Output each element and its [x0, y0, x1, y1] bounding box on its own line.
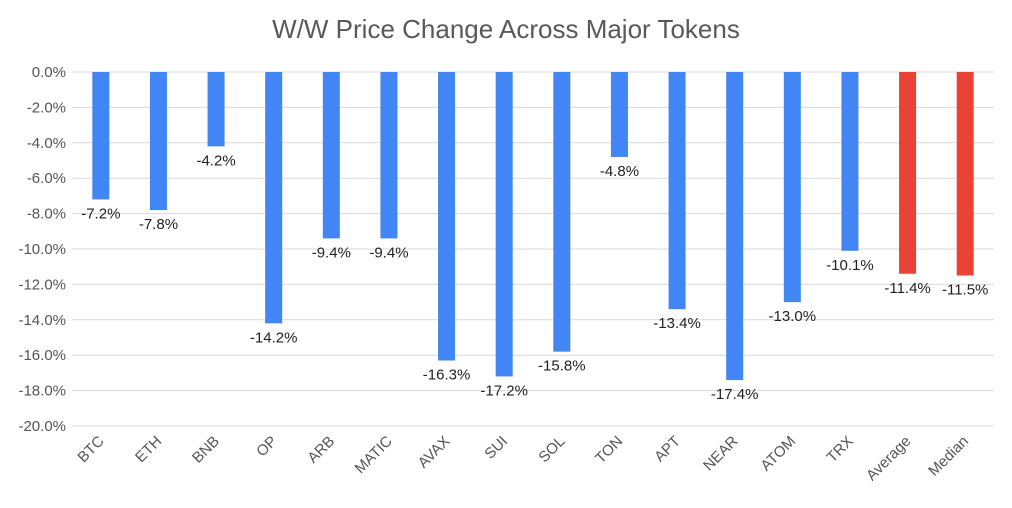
data-label: -13.4% [653, 315, 701, 332]
bar-sui [495, 72, 513, 377]
bar-average [899, 72, 917, 274]
y-tick-label: -2.0% [27, 99, 66, 116]
data-label: -16.3% [423, 367, 471, 384]
bar-atom [783, 72, 801, 303]
bar-eth [149, 72, 167, 211]
bar-near [726, 72, 744, 380]
x-tick-label: NEAR [700, 433, 742, 475]
data-label: -10.1% [826, 257, 874, 274]
data-label: -7.2% [81, 205, 120, 222]
y-tick-label: -10.0% [18, 241, 66, 258]
data-label: -17.2% [480, 382, 528, 399]
bar-op [265, 72, 283, 324]
data-label: -17.4% [711, 386, 759, 403]
x-tick-label: TRX [824, 433, 857, 466]
y-tick-label: 0.0% [32, 64, 66, 81]
x-tick-label: ATOM [757, 433, 799, 475]
bar-matic [380, 72, 398, 239]
x-tick-label: Average [863, 433, 914, 484]
data-label: -13.0% [769, 308, 817, 325]
data-label: -9.4% [369, 244, 408, 261]
x-tick-label: APT [651, 433, 684, 466]
x-axis-ticks: BTC ETH BNB OP ARB MATIC AVAX SUI SOL TON APT NEAR A… [74, 433, 972, 484]
bar-bnb [207, 72, 225, 147]
bar-median [956, 72, 974, 276]
data-label: -14.2% [250, 329, 298, 346]
bars [92, 72, 974, 380]
y-axis-ticks: 0.0% -2.0% -4.0% -6.0% -8.0% -10.0% -12.0% -14.… [18, 64, 66, 435]
data-label: -9.4% [312, 244, 351, 261]
data-label: -11.4% [884, 280, 930, 297]
data-label: -7.8% [139, 216, 178, 233]
x-tick-label: Median [925, 433, 972, 480]
data-label: -4.2% [196, 152, 235, 169]
data-labels: -7.2% -7.8% -4.2% -14.2% -9.4% -9.4% -16.3% -17… [81, 152, 988, 403]
bar-apt [668, 72, 686, 310]
gridlines [72, 71, 994, 427]
y-tick-label: -4.0% [27, 135, 66, 152]
y-tick-label: -12.0% [18, 276, 66, 293]
y-tick-label: -16.0% [18, 347, 66, 364]
bar-ton [610, 72, 628, 157]
x-tick-label: MATIC [352, 433, 396, 477]
x-tick-label: BNB [189, 433, 223, 467]
y-tick-label: -6.0% [27, 170, 66, 187]
x-tick-label: AVAX [415, 433, 454, 472]
data-label: -11.5% [942, 282, 988, 299]
bar-avax [438, 72, 456, 361]
x-tick-label: ETH [132, 433, 165, 466]
y-tick-label: -20.0% [18, 418, 66, 435]
x-tick-label: SUI [481, 433, 511, 463]
x-tick-label: BTC [74, 433, 107, 466]
bar-arb [322, 72, 340, 239]
bar-btc [92, 72, 110, 200]
y-tick-label: -14.0% [18, 312, 66, 329]
y-tick-label: -18.0% [18, 383, 66, 400]
bar-trx [841, 72, 859, 251]
data-label: -15.8% [538, 358, 586, 375]
x-tick-label: OP [253, 433, 280, 460]
y-tick-label: -8.0% [27, 206, 66, 223]
x-tick-label: TON [592, 433, 626, 467]
data-label: -4.8% [600, 163, 639, 180]
x-tick-label: SOL [535, 433, 568, 466]
chart-title: W/W Price Change Across Major Tokens [272, 14, 740, 44]
x-tick-label: ARB [304, 433, 338, 467]
bar-sol [553, 72, 571, 352]
